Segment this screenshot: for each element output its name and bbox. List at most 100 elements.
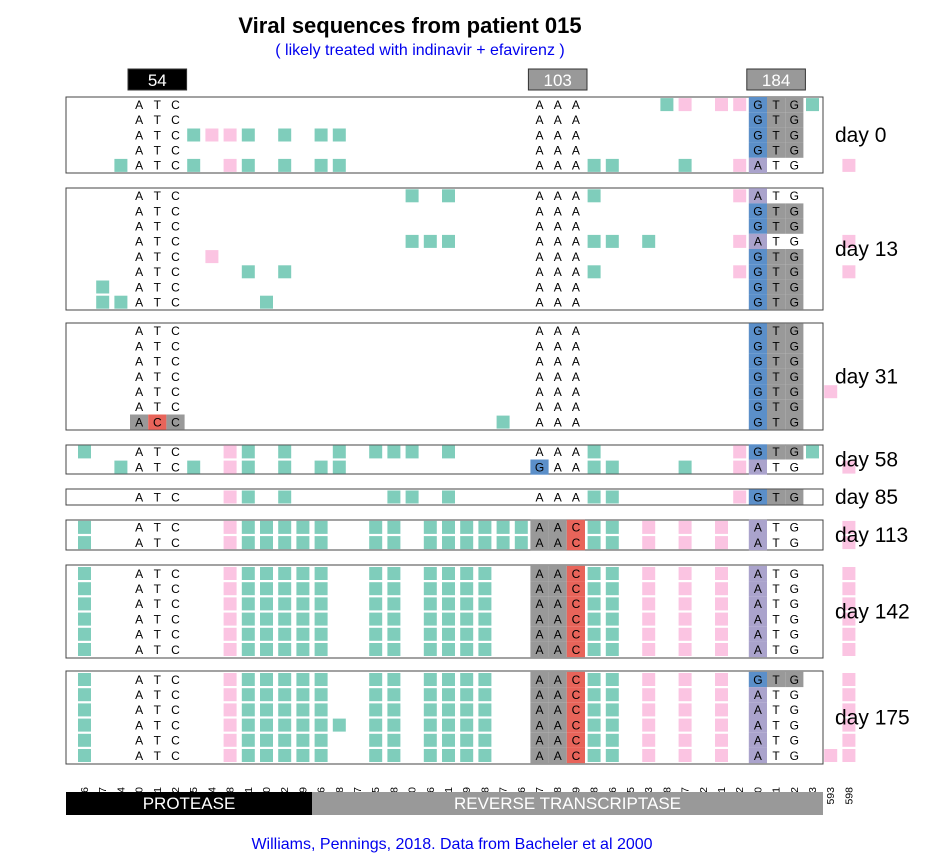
nucleotide: G [790, 296, 799, 310]
nucleotide: A [135, 385, 143, 399]
nucleotide: A [135, 749, 143, 763]
mutation-mark-teal [278, 567, 292, 580]
codon-highlight [566, 626, 585, 642]
day-label: day 175 [835, 707, 910, 730]
mutation-mark-teal [260, 295, 273, 309]
mutation-mark-pink [842, 643, 856, 656]
mutation-mark-teal [278, 673, 292, 686]
mutation-mark-teal [460, 733, 474, 747]
codon-highlight [130, 414, 149, 430]
nucleotide: A [135, 370, 143, 384]
nucleotide: A [554, 204, 562, 218]
mutation-mark-pink [223, 703, 237, 717]
mutation-mark-teal [278, 490, 292, 504]
nucleotide: G [790, 400, 799, 414]
mutation-mark-teal [78, 718, 91, 732]
mutation-mark-teal [387, 749, 401, 762]
nucleotide: G [790, 567, 799, 581]
codon-highlight [748, 732, 767, 748]
nucleotide: T [154, 536, 162, 550]
nucleotide: T [772, 189, 780, 203]
nucleotide: T [154, 189, 162, 203]
mutation-mark-teal [442, 627, 455, 641]
mutation-mark-pink [678, 582, 692, 596]
mutation-mark-pink [678, 703, 692, 717]
mutation-mark-teal [314, 627, 328, 641]
mutation-mark-teal [296, 688, 310, 702]
mutation-mark-pink [223, 612, 237, 626]
mutation-mark-teal [660, 98, 674, 112]
mutation-mark-teal [423, 673, 437, 686]
codon-highlight [767, 353, 786, 369]
codon-highlight [748, 459, 767, 475]
gene-bar: PROTEASE REVERSE TRANSCRIPTASE [66, 792, 823, 815]
mutation-mark-teal [605, 733, 619, 747]
codon-highlight [785, 112, 804, 128]
nucleotide: C [171, 250, 180, 264]
codon-highlight [785, 399, 804, 415]
codon-highlight [566, 702, 585, 718]
nucleotide: T [772, 400, 780, 414]
codon-highlight [748, 294, 767, 310]
codon-highlight [748, 565, 767, 582]
codon-highlight [548, 747, 567, 764]
mutation-mark-teal [605, 490, 619, 504]
nucleotide: A [572, 355, 580, 369]
nucleotide: G [790, 220, 799, 234]
mutation-mark-pink [715, 567, 728, 580]
mutation-mark-pink [842, 567, 856, 580]
codon-highlight [748, 353, 767, 369]
nucleotide: A [535, 296, 543, 310]
mutation-mark-teal [605, 582, 619, 596]
nucleotide: T [154, 521, 162, 535]
mutation-mark-pink [715, 673, 728, 686]
mutation-mark-teal [296, 643, 310, 656]
nucleotide: A [572, 250, 580, 264]
codon-highlight [548, 596, 567, 612]
codon-highlight [748, 671, 767, 688]
mutation-mark-teal [478, 643, 492, 656]
nucleotide: A [135, 98, 143, 112]
nucleotide: A [754, 567, 762, 581]
nucleotide: T [154, 490, 162, 504]
nucleotide: G [790, 250, 799, 264]
nucleotide: C [572, 734, 581, 748]
nucleotide: T [772, 490, 780, 504]
nucleotide: T [154, 296, 162, 310]
nucleotide: G [753, 113, 762, 127]
nucleotide: C [171, 582, 180, 596]
nucleotide: G [753, 385, 762, 399]
nucleotide: C [171, 734, 180, 748]
mutation-mark-teal [587, 673, 601, 686]
mutation-mark-teal [260, 627, 273, 641]
nucleotide: A [535, 734, 543, 748]
mutation-mark-teal [442, 536, 455, 550]
nucleotide: G [790, 144, 799, 158]
mutation-mark-teal [423, 718, 437, 732]
nucleotide: C [171, 370, 180, 384]
mutation-mark-pink [715, 733, 728, 747]
nucleotide: T [772, 339, 780, 353]
nucleotide: C [153, 415, 162, 429]
mutation-mark-teal [460, 673, 474, 686]
day-label: day 113 [835, 524, 908, 547]
mutation-mark-teal [369, 627, 383, 641]
mutation-mark-teal [405, 490, 419, 504]
codon-highlight [748, 188, 767, 204]
codon-highlight [748, 97, 767, 113]
nucleotide: A [754, 688, 762, 702]
mutation-mark-teal [114, 460, 128, 474]
nucleotide: G [790, 734, 799, 748]
mutation-mark-teal [678, 158, 692, 172]
mutation-mark-teal [278, 612, 292, 626]
mutation-mark-teal [278, 158, 292, 172]
mutation-mark-teal [405, 445, 419, 459]
mutation-mark-pink [842, 265, 856, 279]
nucleotide: A [135, 597, 143, 611]
nucleotide: G [790, 113, 799, 127]
